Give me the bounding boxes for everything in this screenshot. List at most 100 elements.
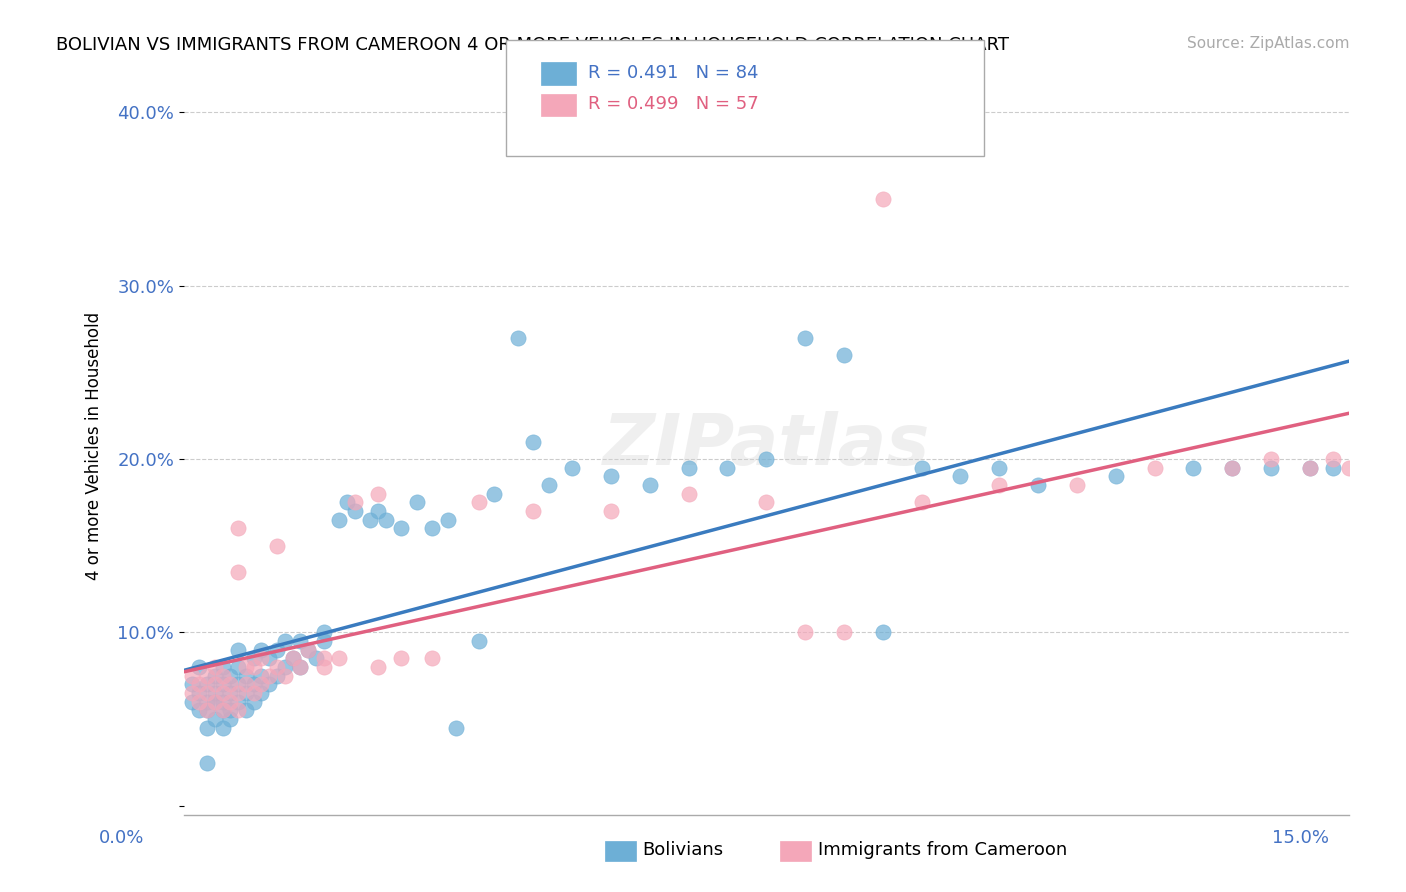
Point bbox=[522, 504, 544, 518]
Point bbox=[468, 634, 491, 648]
Point bbox=[305, 651, 328, 665]
Point bbox=[312, 634, 335, 648]
Point bbox=[195, 677, 218, 691]
Point bbox=[266, 660, 288, 674]
Point bbox=[219, 669, 242, 683]
Point bbox=[257, 669, 280, 683]
Point bbox=[226, 660, 249, 674]
Point bbox=[336, 495, 359, 509]
Y-axis label: 4 or more Vehicles in Household: 4 or more Vehicles in Household bbox=[86, 312, 103, 580]
Point bbox=[1026, 478, 1049, 492]
Point bbox=[235, 677, 257, 691]
Point bbox=[195, 704, 218, 718]
Point bbox=[211, 669, 233, 683]
Point bbox=[389, 521, 412, 535]
Point bbox=[266, 669, 288, 683]
Point bbox=[872, 192, 894, 206]
Point bbox=[1322, 452, 1344, 467]
Point bbox=[716, 460, 738, 475]
Point bbox=[872, 625, 894, 640]
Point bbox=[794, 625, 817, 640]
Point bbox=[281, 651, 304, 665]
Point bbox=[235, 704, 257, 718]
Point bbox=[204, 686, 226, 700]
Point bbox=[242, 660, 264, 674]
Point bbox=[312, 625, 335, 640]
Point bbox=[600, 504, 623, 518]
Point bbox=[195, 704, 218, 718]
Point bbox=[1182, 460, 1205, 475]
Point bbox=[211, 686, 233, 700]
Point bbox=[242, 677, 264, 691]
Point bbox=[755, 495, 778, 509]
Point bbox=[204, 660, 226, 674]
Point bbox=[537, 478, 560, 492]
Point bbox=[1220, 460, 1243, 475]
Point bbox=[250, 651, 273, 665]
Point bbox=[219, 712, 242, 726]
Text: 0.0%: 0.0% bbox=[98, 829, 143, 847]
Point bbox=[235, 660, 257, 674]
Point bbox=[211, 677, 233, 691]
Point bbox=[1322, 460, 1344, 475]
Point bbox=[420, 521, 443, 535]
Point bbox=[468, 495, 491, 509]
Point bbox=[211, 660, 233, 674]
Point bbox=[211, 704, 233, 718]
Point bbox=[343, 504, 366, 518]
Text: Immigrants from Cameroon: Immigrants from Cameroon bbox=[818, 840, 1067, 858]
Point bbox=[367, 486, 389, 500]
Point bbox=[242, 695, 264, 709]
Point bbox=[374, 513, 396, 527]
Point bbox=[1299, 460, 1322, 475]
Point bbox=[195, 686, 218, 700]
Point bbox=[204, 669, 226, 683]
Point bbox=[359, 513, 381, 527]
Point bbox=[266, 539, 288, 553]
Point bbox=[226, 642, 249, 657]
Point bbox=[257, 677, 280, 691]
Point bbox=[1143, 460, 1166, 475]
Point bbox=[405, 495, 427, 509]
Point bbox=[226, 686, 249, 700]
Point bbox=[242, 651, 264, 665]
Point bbox=[250, 669, 273, 683]
Point bbox=[911, 495, 934, 509]
Point bbox=[226, 565, 249, 579]
Point bbox=[911, 460, 934, 475]
Point bbox=[290, 660, 312, 674]
Point bbox=[290, 660, 312, 674]
Point bbox=[180, 669, 202, 683]
Point bbox=[188, 695, 211, 709]
Point bbox=[195, 695, 218, 709]
Point bbox=[235, 686, 257, 700]
Point bbox=[274, 660, 297, 674]
Point bbox=[638, 478, 661, 492]
Text: Bolivians: Bolivians bbox=[643, 840, 724, 858]
Point bbox=[204, 677, 226, 691]
Point bbox=[195, 669, 218, 683]
Point bbox=[1066, 478, 1088, 492]
Point bbox=[250, 642, 273, 657]
Point bbox=[180, 686, 202, 700]
Point bbox=[343, 495, 366, 509]
Point bbox=[1105, 469, 1128, 483]
Point bbox=[211, 721, 233, 735]
Text: Source: ZipAtlas.com: Source: ZipAtlas.com bbox=[1187, 36, 1350, 51]
Point bbox=[188, 686, 211, 700]
Point bbox=[328, 513, 350, 527]
Point bbox=[794, 330, 817, 344]
Point bbox=[1337, 460, 1360, 475]
Point bbox=[832, 348, 855, 362]
Point bbox=[600, 469, 623, 483]
Point bbox=[367, 660, 389, 674]
Point bbox=[755, 452, 778, 467]
Point bbox=[678, 460, 700, 475]
Point bbox=[949, 469, 972, 483]
Point bbox=[444, 721, 467, 735]
Point bbox=[219, 686, 242, 700]
Point bbox=[281, 651, 304, 665]
Point bbox=[274, 669, 297, 683]
Point bbox=[195, 721, 218, 735]
Point bbox=[188, 704, 211, 718]
